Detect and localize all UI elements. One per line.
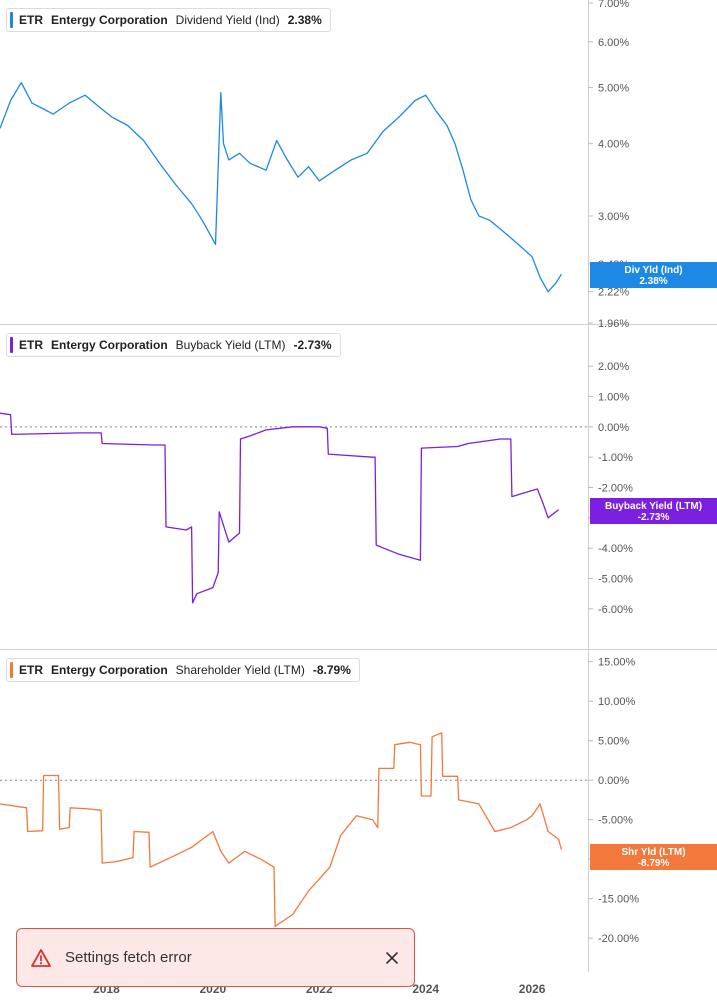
y-tick-label: 4.00% <box>598 139 629 151</box>
legend-metric: Shareholder Yield (LTM) <box>175 663 305 677</box>
close-icon[interactable] <box>384 950 400 966</box>
legend-dividend-yield[interactable]: ETR Entergy Corporation Dividend Yield (… <box>6 8 331 32</box>
y-tick-label: 15.00% <box>598 657 636 669</box>
legend-metric: Buyback Yield (LTM) <box>175 338 286 352</box>
legend-current-value: -8.79% <box>312 663 351 677</box>
y-tick-label: 5.00% <box>598 83 629 95</box>
value-badge <box>590 498 717 524</box>
y-tick-label: -2.00% <box>598 483 633 495</box>
legend-ticker: ETR <box>19 663 43 677</box>
x-tick-label: 2026 <box>519 982 546 996</box>
legend-ticker: ETR <box>19 13 43 27</box>
y-tick-label: -15.00% <box>598 894 639 906</box>
y-tick-label: 0.00% <box>598 775 629 787</box>
legend-color-bar <box>10 337 13 353</box>
y-tick-label: 7.00% <box>598 0 629 10</box>
legend-current-value: -2.73% <box>293 338 332 352</box>
y-tick-label: 10.00% <box>598 696 636 708</box>
legend-current-value: 2.38% <box>287 13 322 27</box>
legend-color-bar <box>10 662 13 678</box>
y-tick-label: 6.00% <box>598 37 629 49</box>
y-tick-label: 1.96% <box>598 318 629 330</box>
y-tick-label: 1.00% <box>598 391 629 403</box>
legend-company: Entergy Corporation <box>51 13 168 27</box>
legend-metric: Dividend Yield (Ind) <box>175 13 280 27</box>
y-tick-label: 2.00% <box>598 361 629 373</box>
y-tick-label: -1.00% <box>598 452 633 464</box>
legend-color-bar <box>10 12 13 28</box>
y-tick-label: 2.22% <box>598 287 629 299</box>
badge-value: -2.73% <box>638 512 670 523</box>
legend-shareholder-yield[interactable]: ETR Entergy Corporation Shareholder Yiel… <box>6 658 360 682</box>
y-tick-label: 0.00% <box>598 422 629 434</box>
y-tick-label: -20.00% <box>598 933 639 945</box>
legend-buyback-yield[interactable]: ETR Entergy Corporation Buyback Yield (L… <box>6 333 341 357</box>
y-tick-label: -5.00% <box>598 574 633 586</box>
series-line <box>0 81 562 293</box>
value-badge <box>590 262 717 288</box>
legend-ticker: ETR <box>19 338 43 352</box>
badge-value: -8.79% <box>638 858 670 869</box>
legend-company: Entergy Corporation <box>51 663 168 677</box>
y-tick-label: 3.00% <box>598 211 629 223</box>
x-tick-label: 2024 <box>412 982 439 996</box>
value-badge <box>590 844 717 870</box>
y-tick-label: -5.00% <box>598 815 633 827</box>
y-tick-label: -6.00% <box>598 604 633 616</box>
warning-icon <box>31 948 51 967</box>
y-tick-label: 5.00% <box>598 736 629 748</box>
badge-label: Div Yld (Ind) <box>624 265 682 276</box>
legend-company: Entergy Corporation <box>51 338 168 352</box>
badge-label: Buyback Yield (LTM) <box>605 501 702 512</box>
error-toast: Settings fetch error <box>16 928 415 987</box>
badge-value: 2.38% <box>639 276 667 287</box>
badge-label: Shr Yld (LTM) <box>621 847 685 858</box>
y-tick-label: -4.00% <box>598 543 633 555</box>
toast-message: Settings fetch error <box>65 949 192 966</box>
series-line <box>0 412 560 604</box>
series-line <box>0 732 563 927</box>
